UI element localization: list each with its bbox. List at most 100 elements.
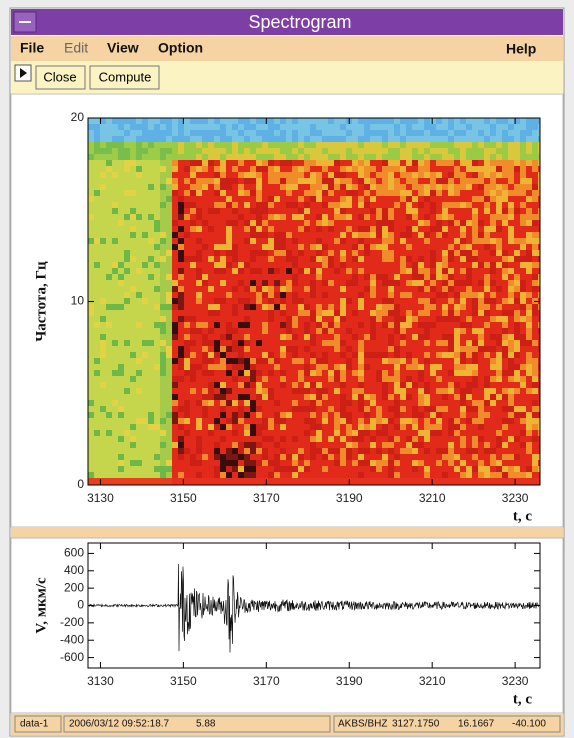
spectrogram-cell xyxy=(322,316,328,322)
spectrogram-cell xyxy=(478,250,484,256)
spectrogram-cell xyxy=(280,178,286,184)
spectrogram-cell xyxy=(178,286,184,292)
spectrogram-cell xyxy=(106,430,112,436)
spectrogram-cell xyxy=(148,178,154,184)
spectrogram-cell xyxy=(268,232,274,238)
spectrogram-cell xyxy=(130,160,136,166)
spectrogram-cell xyxy=(508,394,514,400)
spectrogram-cell xyxy=(304,400,310,406)
spectrogram-cell xyxy=(322,472,328,478)
spectrogram-cell xyxy=(502,388,508,394)
spectrogram-cell xyxy=(442,334,448,340)
spectrogram-cell xyxy=(214,442,220,448)
spectrogram-cell xyxy=(220,430,226,436)
spectrogram-cell xyxy=(394,340,400,346)
spectrogram-cell xyxy=(202,328,208,334)
spectrogram-cell xyxy=(472,208,478,214)
spectrogram-cell xyxy=(466,160,472,166)
spectrogram-cell xyxy=(442,346,448,352)
spectrogram-cell xyxy=(460,124,466,130)
menu-item[interactable]: Edit xyxy=(64,40,88,56)
spectrogram-cell xyxy=(448,448,454,454)
spectrogram-cell xyxy=(226,226,232,232)
spectrogram-cell xyxy=(418,388,424,394)
spectrogram-cell xyxy=(508,136,514,142)
spectrogram-cell xyxy=(244,412,250,418)
spectrogram-cell xyxy=(286,220,292,226)
spectrogram-cell xyxy=(202,202,208,208)
spectrogram-cell xyxy=(484,376,490,382)
spectrogram-cell xyxy=(202,364,208,370)
spectrogram-cell xyxy=(322,322,328,328)
spectrogram-cell xyxy=(280,460,286,466)
spectrogram-cell xyxy=(316,388,322,394)
spectrogram-cell xyxy=(196,436,202,442)
spectrogram-cell xyxy=(196,454,202,460)
spectrogram-cell xyxy=(454,280,460,286)
spectrogram-cell xyxy=(400,454,406,460)
spectrogram-cell xyxy=(142,436,148,442)
spectrogram-cell xyxy=(130,412,136,418)
spectrogram-cell xyxy=(184,436,190,442)
spectrogram-cell xyxy=(304,214,310,220)
spectrogram-cell xyxy=(406,178,412,184)
spectrogram-cell xyxy=(418,478,424,484)
spectrogram-cell xyxy=(286,214,292,220)
spectrogram-cell xyxy=(88,178,94,184)
spectrogram-cell xyxy=(250,454,256,460)
spectrogram-cell xyxy=(304,280,310,286)
spectrogram-cell xyxy=(166,442,172,448)
spectrogram-cell xyxy=(430,130,436,136)
spectrogram-cell xyxy=(316,274,322,280)
spectrogram-cell xyxy=(466,202,472,208)
spectrogram-cell xyxy=(208,448,214,454)
spectrogram-cell xyxy=(274,178,280,184)
spectrogram-cell xyxy=(280,280,286,286)
spectrogram-cell xyxy=(352,400,358,406)
spectrogram-cell xyxy=(376,364,382,370)
spectrogram-cell xyxy=(496,160,502,166)
menu-item[interactable]: File xyxy=(20,40,44,56)
spectrogram-cell xyxy=(112,166,118,172)
spectrogram-cell xyxy=(166,448,172,454)
spectrogram-cell xyxy=(298,250,304,256)
spectrogram-cell xyxy=(214,220,220,226)
spectrogram-cell xyxy=(256,424,262,430)
spectrogram-cell xyxy=(112,250,118,256)
spectrogram-cell xyxy=(514,232,520,238)
spectrogram-cell xyxy=(412,454,418,460)
spectrogram-cell xyxy=(184,328,190,334)
spectrogram-cell xyxy=(220,268,226,274)
spectrogram-cell xyxy=(466,130,472,136)
spectrogram-cell xyxy=(208,394,214,400)
spectrogram-cell xyxy=(472,142,478,148)
spectrogram-cell xyxy=(166,286,172,292)
spectrogram-cell xyxy=(460,160,466,166)
spectrogram-cell xyxy=(448,304,454,310)
spectrogram-cell xyxy=(226,190,232,196)
spectrogram-cell xyxy=(286,196,292,202)
spectrogram-cell xyxy=(472,346,478,352)
spectrogram-cell xyxy=(88,148,94,154)
spectrogram-cell xyxy=(196,256,202,262)
menu-item[interactable]: Option xyxy=(158,40,203,56)
spectrogram-cell xyxy=(292,412,298,418)
spectrogram-cell xyxy=(166,280,172,286)
spectrogram-cell xyxy=(406,310,412,316)
spectrogram-cell xyxy=(100,298,106,304)
menu-item[interactable]: View xyxy=(107,40,139,56)
spectrogram-cell xyxy=(532,142,538,148)
spectrogram-cell xyxy=(460,178,466,184)
spectrogram-cell xyxy=(268,178,274,184)
spectrogram-cell xyxy=(184,424,190,430)
spectrogram-cell xyxy=(424,454,430,460)
spectrogram-cell xyxy=(178,244,184,250)
spectrogram-cell xyxy=(274,382,280,388)
spectrogram-cell xyxy=(316,346,322,352)
spectrogram-cell xyxy=(322,238,328,244)
menu-item[interactable]: Help xyxy=(506,41,536,57)
spectrogram-cell xyxy=(388,394,394,400)
spectrogram-cell xyxy=(430,118,436,124)
spectrogram-cell xyxy=(466,394,472,400)
